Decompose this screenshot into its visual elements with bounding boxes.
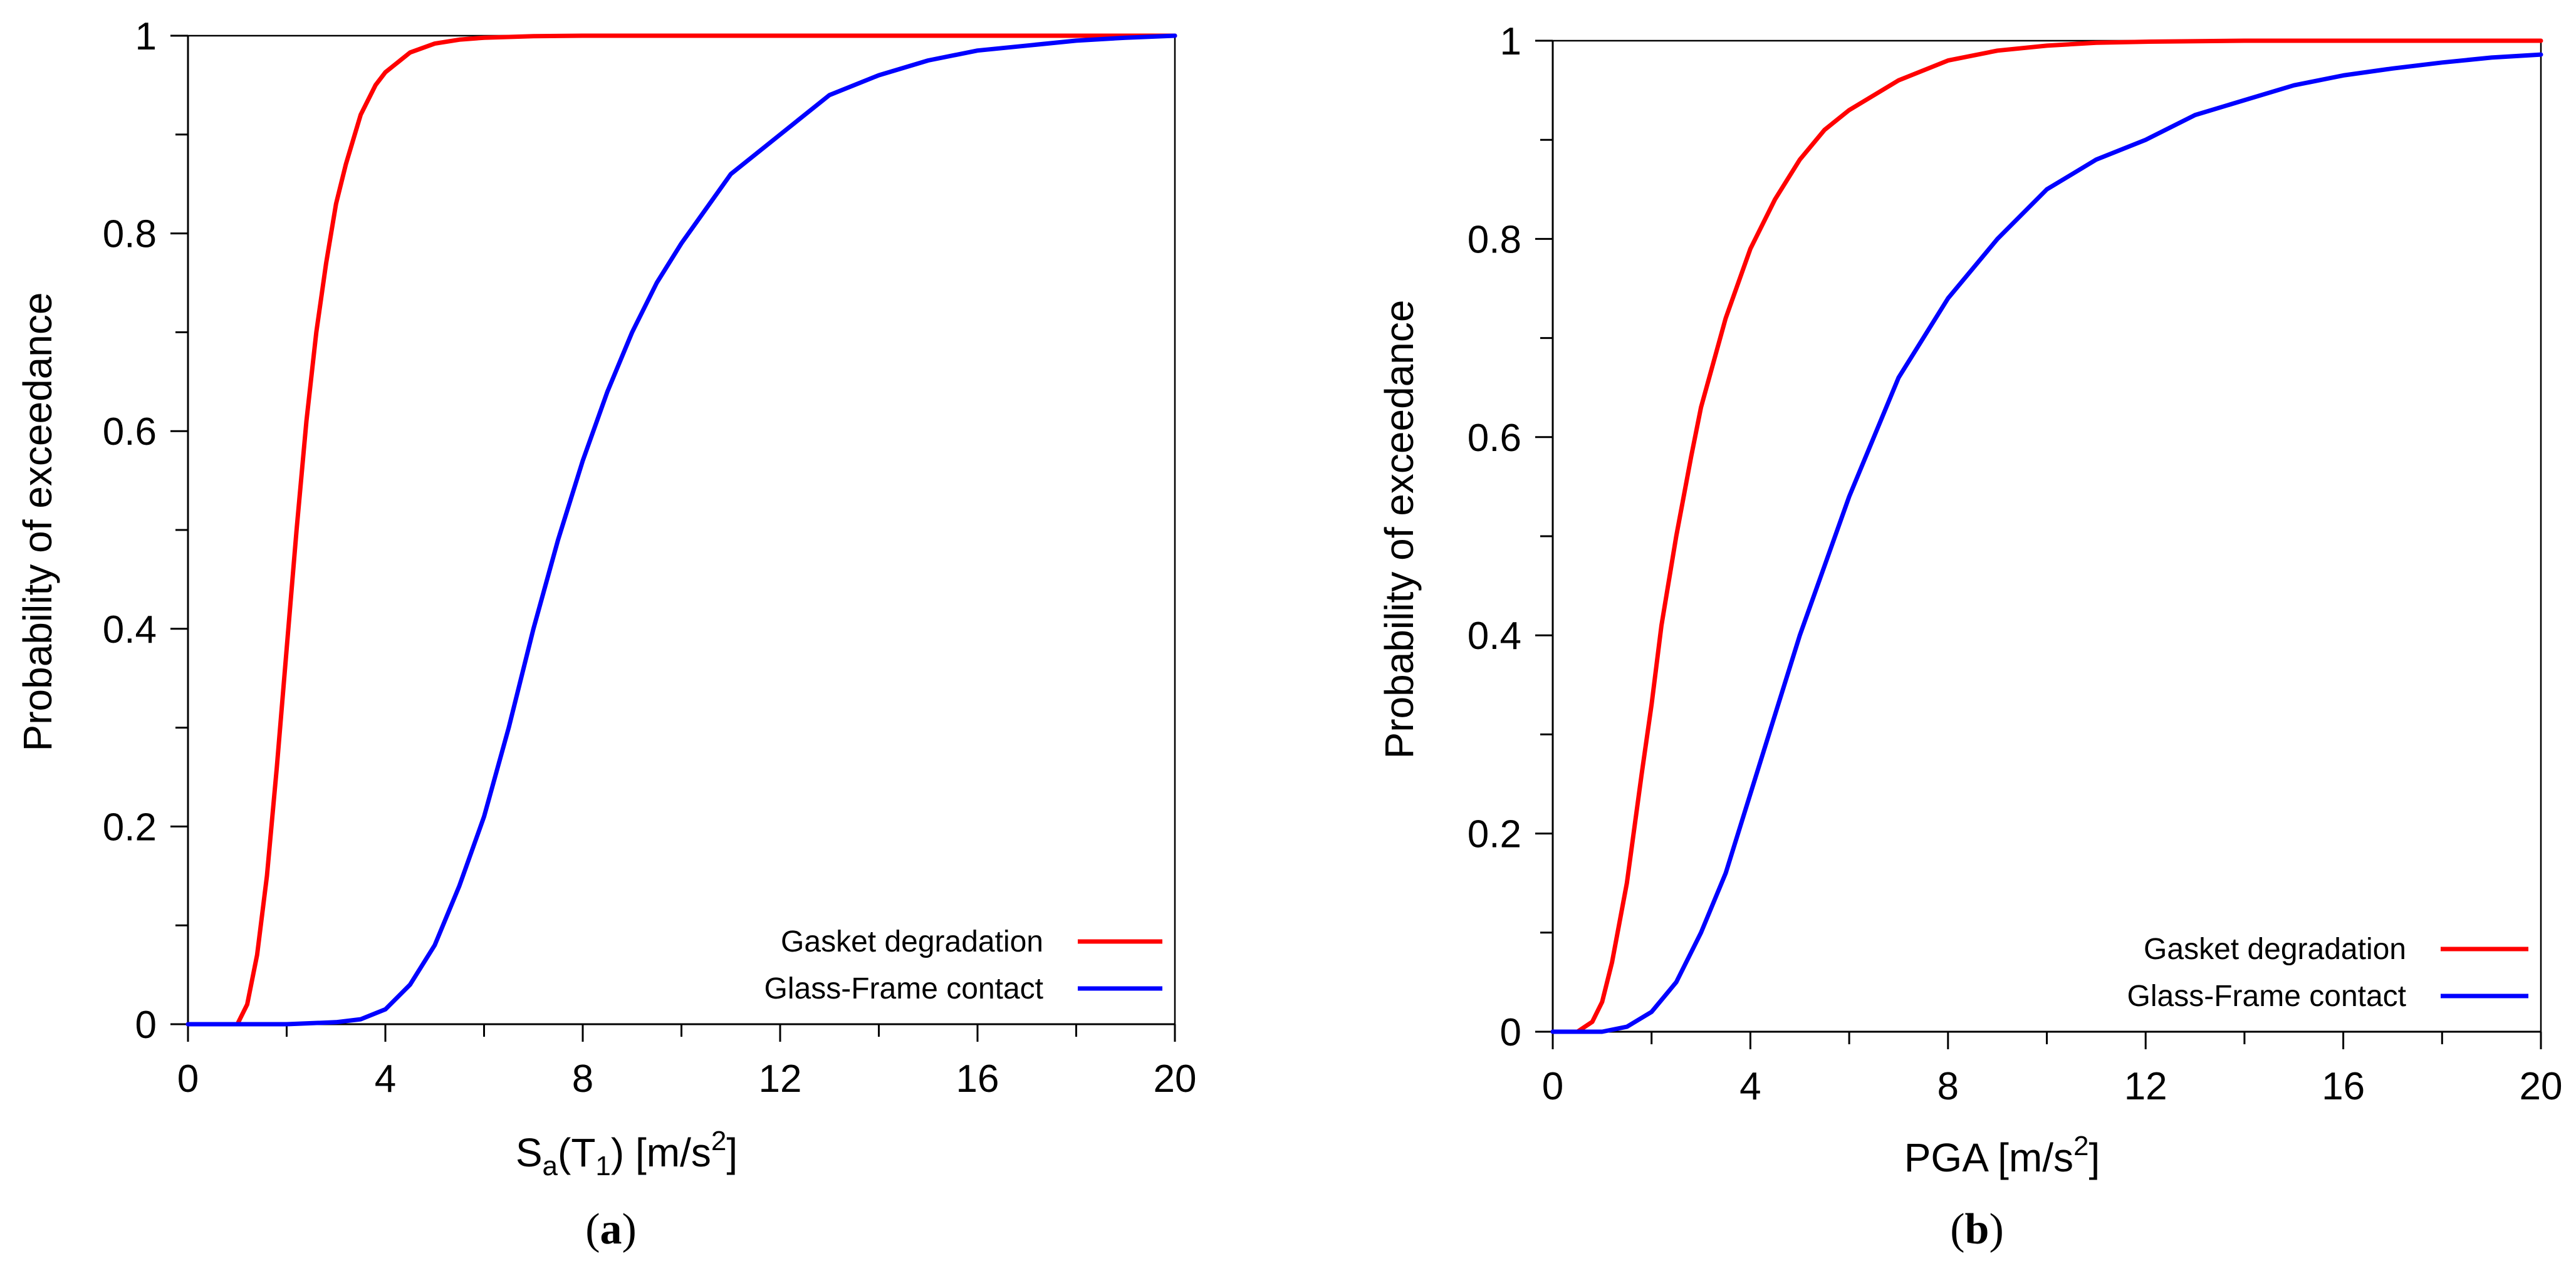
x-tick-label: 12 bbox=[2124, 1065, 2167, 1108]
y-tick-label: 0.2 bbox=[1468, 813, 1521, 856]
panel-b: 0 4 8 12 16 20 0 0.2 0.4 0.6 0.8 1 Gasket degradat… bbox=[1377, 20, 2562, 1253]
x-tick-label: 20 bbox=[2520, 1065, 2563, 1108]
y-tick-label: 0 bbox=[1500, 1011, 1521, 1054]
x-ticks: 0 4 8 12 16 20 bbox=[1542, 1032, 2563, 1108]
series-line-glass-frame-contact bbox=[185, 33, 1177, 1027]
series-lines bbox=[185, 33, 1177, 1027]
legend-label: Glass-Frame contact bbox=[2127, 980, 2406, 1013]
series-line-gasket-degradation bbox=[1550, 38, 2543, 1034]
panel-a: 0 4 8 12 16 20 0 0.2 0.4 0.6 0.8 1 Gasket degradat… bbox=[15, 15, 1196, 1253]
x-tick-label: 16 bbox=[956, 1057, 999, 1101]
y-tick-label: 0.2 bbox=[103, 806, 157, 849]
y-tick-label: 1 bbox=[1500, 20, 1521, 63]
y-axis-label: Probability of exceedance bbox=[15, 293, 60, 752]
x-tick-label: 4 bbox=[1739, 1065, 1761, 1108]
x-tick-label: 16 bbox=[2322, 1065, 2365, 1108]
y-tick-label: 0.6 bbox=[103, 410, 157, 454]
x-axis-label: PGA [m/s2] bbox=[1904, 1131, 2100, 1180]
series-line-glass-frame-contact bbox=[1550, 52, 2543, 1034]
panel-caption-a: (a) bbox=[585, 1205, 637, 1253]
axes-frame bbox=[187, 34, 1176, 1025]
x-ticks: 0 4 8 12 16 20 bbox=[177, 1024, 1197, 1101]
legend-label: Gasket degradation bbox=[2144, 933, 2406, 966]
series-line-gasket-degradation bbox=[185, 33, 1177, 1027]
x-tick-label: 0 bbox=[177, 1057, 199, 1101]
y-tick-label: 0.4 bbox=[103, 608, 157, 651]
legend-label: Gasket degradation bbox=[781, 925, 1043, 958]
x-tick-label: 8 bbox=[1937, 1065, 1959, 1108]
y-tick-label: 0 bbox=[135, 1004, 157, 1047]
x-tick-label: 8 bbox=[572, 1057, 593, 1101]
x-tick-label: 12 bbox=[759, 1057, 802, 1101]
y-axis-label: Probability of exceedance bbox=[1377, 300, 1422, 759]
legend-label: Glass-Frame contact bbox=[764, 972, 1043, 1005]
legend: Gasket degradation Glass-Frame contact bbox=[764, 925, 1162, 1005]
x-tick-label: 20 bbox=[1154, 1057, 1197, 1101]
y-tick-label: 0.6 bbox=[1468, 417, 1521, 460]
x-tick-label: 0 bbox=[1542, 1065, 1563, 1108]
y-ticks: 0 0.2 0.4 0.6 0.8 1 bbox=[103, 15, 188, 1047]
y-tick-label: 0.8 bbox=[1468, 218, 1521, 261]
y-tick-label: 0.8 bbox=[103, 213, 157, 256]
y-tick-label: 1 bbox=[135, 15, 157, 58]
panel-caption-b: (b) bbox=[1950, 1205, 2004, 1253]
series-lines bbox=[1550, 38, 2543, 1034]
legend: Gasket degradation Glass-Frame contact bbox=[2127, 933, 2528, 1013]
x-tick-label: 4 bbox=[375, 1057, 396, 1101]
y-tick-label: 0.4 bbox=[1468, 615, 1521, 658]
x-axis-label: Sa(T1) [m/s2] bbox=[516, 1126, 738, 1181]
y-ticks: 0 0.2 0.4 0.6 0.8 1 bbox=[1468, 20, 1553, 1054]
